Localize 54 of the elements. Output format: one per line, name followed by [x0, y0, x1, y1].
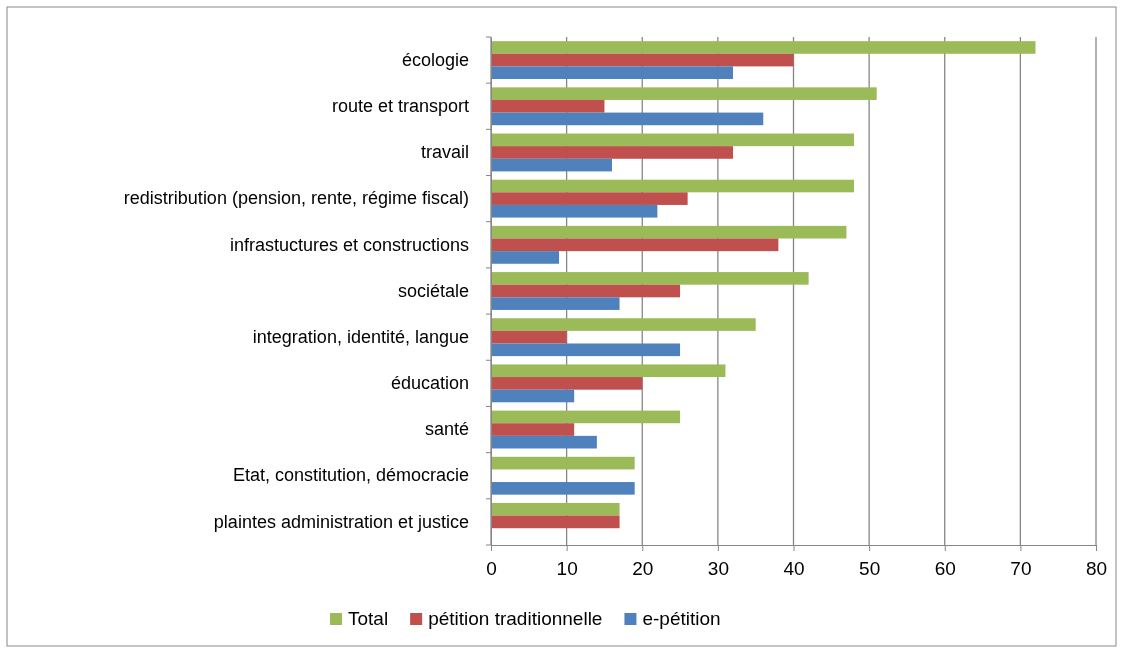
bar	[491, 343, 681, 357]
bar	[491, 179, 854, 193]
bar	[491, 251, 560, 264]
bar	[491, 482, 635, 495]
bar	[491, 99, 605, 113]
y-tick-label: santé	[424, 419, 469, 440]
bar	[491, 204, 658, 218]
bar	[491, 112, 764, 126]
bar	[491, 297, 620, 310]
bar	[491, 158, 612, 172]
y-tick-label: sociétale	[397, 280, 469, 301]
bar	[491, 318, 756, 331]
bar	[491, 284, 681, 298]
bar	[491, 389, 575, 403]
bar	[491, 41, 1036, 54]
y-tick-label: plaintes administration et justice	[213, 511, 469, 532]
y-tick-label: route et transport	[331, 96, 469, 117]
y-tick-label: redistribution (pension, rente, régime fiscal)	[123, 188, 469, 209]
bar	[491, 423, 575, 436]
x-tick-label: 30	[707, 557, 729, 579]
x-tick-label: 70	[1010, 557, 1032, 579]
legend-label: Total	[348, 608, 389, 629]
x-tick-label: 80	[1085, 557, 1108, 579]
y-tick-label: écologie	[401, 49, 469, 70]
bar	[491, 502, 620, 516]
bar	[491, 435, 597, 449]
bar	[491, 87, 877, 100]
bar	[491, 225, 847, 239]
bar	[491, 66, 733, 80]
bar	[491, 146, 733, 159]
y-tick-label: travail	[420, 142, 469, 163]
bar	[491, 330, 567, 344]
y-tick-label: integration, identité, langue	[252, 326, 469, 347]
x-tick-label: 0	[486, 557, 497, 579]
bar	[491, 192, 688, 205]
bar	[491, 377, 643, 390]
bar	[491, 133, 854, 147]
y-tick-label: éducation	[390, 373, 469, 394]
legend-label: pétition traditionnelle	[428, 608, 603, 629]
x-tick-label: 60	[934, 557, 956, 579]
bar	[491, 53, 794, 67]
bar	[491, 238, 779, 252]
bar	[491, 364, 726, 378]
y-tick-label: Etat, constitution, démocracie	[232, 465, 469, 486]
bar	[491, 515, 620, 529]
x-tick-label: 40	[783, 557, 805, 579]
y-tick-label: infrastuctures et constructions	[229, 234, 469, 255]
x-tick-label: 10	[556, 557, 578, 579]
bar	[491, 410, 681, 424]
x-tick-label: 50	[859, 557, 881, 579]
legend-label: e-pétition	[642, 608, 721, 629]
bar	[491, 272, 809, 285]
bar	[491, 456, 635, 470]
x-tick-label: 20	[632, 557, 654, 579]
